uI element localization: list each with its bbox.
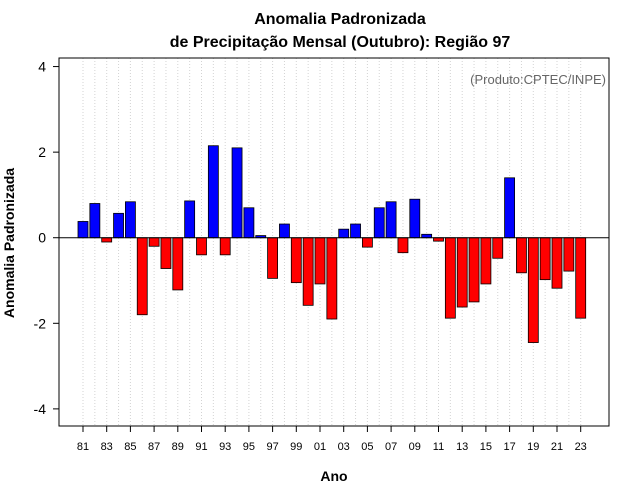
y-axis: -4 -2 0 2 4 <box>34 59 59 417</box>
bar-95 <box>243 207 255 239</box>
bar-81 <box>77 221 89 239</box>
xtick-label-03: 03 <box>338 441 350 453</box>
xtick-label-09: 09 <box>409 441 421 453</box>
xtick-label-81: 81 <box>77 441 89 453</box>
bar-91 <box>196 237 207 256</box>
ytick-label--4: -4 <box>34 401 47 417</box>
xtick-label-91: 91 <box>195 441 207 453</box>
bar-94 <box>231 147 243 239</box>
source-annotation: (Produto:CPTEC/INPE) <box>470 72 606 87</box>
xtick-label-05: 05 <box>361 441 373 453</box>
xtick-label-19: 19 <box>527 441 539 453</box>
bar-16 <box>492 237 504 259</box>
bar-97 <box>267 237 279 279</box>
bar-08 <box>397 237 409 254</box>
chart-title-line1: Anomalia Padronizada <box>254 11 426 28</box>
bar-90 <box>184 200 196 239</box>
bar-07 <box>385 201 397 239</box>
bar-14 <box>468 237 480 303</box>
xtick-label-89: 89 <box>172 441 184 453</box>
xtick-label-13: 13 <box>456 441 468 453</box>
bar-89 <box>172 237 184 291</box>
bars <box>77 145 587 343</box>
xtick-label-11: 11 <box>433 441 444 453</box>
bar-17 <box>504 177 516 239</box>
xtick-label-15: 15 <box>480 441 492 453</box>
xtick-label-83: 83 <box>101 441 113 453</box>
bar-84 <box>113 212 124 239</box>
xtick-label-17: 17 <box>503 441 515 453</box>
bar-86 <box>136 237 148 316</box>
xtick-label-93: 93 <box>219 441 231 453</box>
bar-01 <box>314 237 326 285</box>
ytick-label-0: 0 <box>38 230 46 246</box>
xtick-label-99: 99 <box>290 441 302 453</box>
bar-92 <box>207 145 219 239</box>
ytick-label-2: 2 <box>38 144 46 160</box>
xtick-label-21: 21 <box>551 441 563 453</box>
bar-21 <box>551 237 563 289</box>
bar-99 <box>290 237 302 284</box>
x-axis-label: Ano <box>320 468 347 484</box>
xtick-label-23: 23 <box>575 441 587 453</box>
plot-frame <box>58 57 610 427</box>
bar-87 <box>148 237 160 247</box>
xtick-label-85: 85 <box>124 441 136 453</box>
bar-02 <box>326 237 338 320</box>
bar-03 <box>338 228 350 239</box>
bar-15 <box>480 237 492 285</box>
bar-20 <box>539 237 551 281</box>
bar-19 <box>527 237 539 343</box>
ytick-label-4: 4 <box>38 59 46 75</box>
xtick-label-97: 97 <box>266 441 278 453</box>
bar-09 <box>409 198 421 239</box>
bar-22 <box>563 237 575 272</box>
bar-98 <box>279 223 290 239</box>
bar-10 <box>421 233 433 239</box>
bar-04 <box>350 223 361 239</box>
y-axis-label: Anomalia Padronizada <box>1 168 17 318</box>
bar-82 <box>89 203 101 239</box>
bar-23 <box>575 237 587 319</box>
bar-83 <box>101 237 113 243</box>
bar-93 <box>219 237 231 256</box>
bar-06 <box>373 207 385 239</box>
bar-00 <box>302 237 314 306</box>
bar-13 <box>456 237 468 308</box>
xtick-label-95: 95 <box>243 441 255 453</box>
ytick-label--2: -2 <box>34 315 47 331</box>
bar-85 <box>125 201 136 239</box>
chart-title-line2: de Precipitação Mensal (Outubro): Região… <box>170 34 511 51</box>
xtick-label-87: 87 <box>148 441 160 453</box>
bar-18 <box>516 237 527 274</box>
x-axis: 81 83 85 87 89 91 93 95 97 99 01 03 05 07 09 11 13 15 17 19… <box>77 426 587 453</box>
xtick-label-07: 07 <box>385 441 397 453</box>
bar-05 <box>361 237 373 248</box>
xtick-label-01: 01 <box>314 441 326 453</box>
bar-12 <box>444 237 456 319</box>
bar-11 <box>433 237 444 242</box>
bar-88 <box>160 237 172 269</box>
